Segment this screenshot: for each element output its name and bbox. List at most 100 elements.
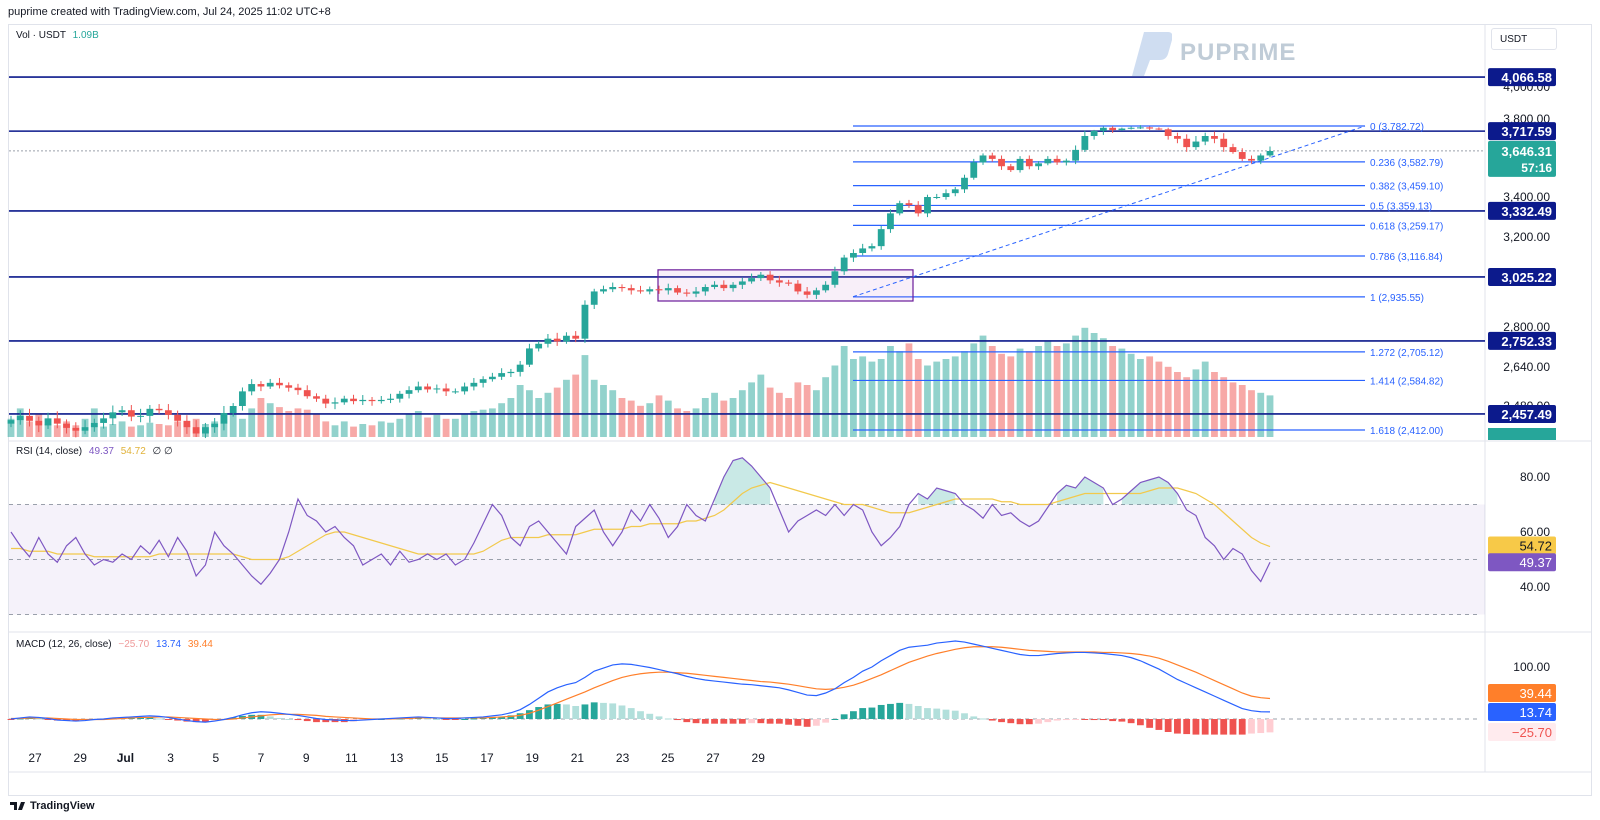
candle-body (7, 420, 15, 424)
volume-bar (174, 421, 182, 437)
macd-histogram-bar (970, 716, 978, 719)
rsi-ma-tag (1488, 536, 1556, 555)
macd-histogram-bar (674, 719, 681, 721)
currency-selector-button[interactable]: USDT (1491, 28, 1557, 50)
volume-bar (26, 421, 33, 437)
candle-body (229, 406, 237, 414)
macd-histogram-bar (998, 719, 1005, 723)
volume-bar (590, 379, 598, 437)
consolidation-box (657, 269, 914, 302)
volume-bar (294, 408, 302, 437)
macd-histogram-bar (229, 717, 237, 719)
candle-body (164, 410, 172, 415)
candle-body (729, 284, 737, 289)
candle-body (414, 386, 422, 391)
volume-legend[interactable]: Vol · USDT 1.09B (16, 30, 99, 41)
macd-histogram-bar (192, 719, 200, 723)
macd-line-tag-label: 13.74 (1519, 705, 1552, 720)
level-price-tag (1488, 122, 1556, 141)
level-price-tag (1488, 267, 1556, 286)
volume-bar (350, 426, 357, 437)
time-axis-label: 3 (167, 751, 174, 765)
macd-histogram-bar (794, 719, 802, 726)
candle-body (905, 203, 913, 206)
volume-bar (600, 385, 607, 437)
candle-body (35, 420, 43, 426)
macd-histogram-bar (7, 719, 15, 720)
candle-body (340, 398, 348, 403)
candle-body (100, 418, 107, 423)
volume-bar (313, 413, 320, 437)
volume-bar (331, 425, 339, 437)
macd-legend[interactable]: MACD (12, 26, close) −25.70 13.74 39.44 (16, 639, 213, 650)
price-tick-label: 3,200.00 (1503, 230, 1550, 244)
volume-bar (655, 395, 663, 437)
rsi-tick-label: 40.00 (1520, 580, 1550, 594)
level-price-label: 3,332.49 (1501, 204, 1552, 219)
candle-body (674, 288, 681, 293)
puprime-logo-icon (1132, 32, 1172, 76)
volume-bar (488, 408, 496, 437)
level-price-tag (1488, 404, 1556, 423)
candle-body (1127, 127, 1135, 129)
volume-bar (1146, 356, 1154, 437)
macd-signal-tag (1488, 684, 1556, 702)
tradingview-footer[interactable]: TradingView (10, 800, 95, 812)
candle-body (1035, 163, 1042, 167)
volume-bar (498, 403, 506, 437)
macd-histogram-bar (914, 706, 922, 719)
rsi-legend-extra: ∅ ∅ (152, 446, 173, 457)
volume-bar (1118, 348, 1126, 437)
candle-body (26, 415, 33, 421)
candle-body (192, 427, 200, 434)
candle-body (211, 423, 219, 428)
rsi-legend[interactable]: RSI (14, close) 49.37 54.72 ∅ ∅ (16, 446, 173, 457)
level-price-tag (1488, 201, 1556, 220)
macd-histogram-bar (1044, 719, 1052, 723)
macd-histogram-bar (850, 711, 857, 719)
time-axis-label: 17 (480, 751, 494, 765)
candle-body (276, 382, 283, 386)
macd-histogram-bar (461, 719, 469, 720)
level-price-label: 2,752.33 (1501, 334, 1552, 349)
candle-body (16, 415, 24, 421)
macd-tick-label: 100.00 (1513, 660, 1550, 674)
volume-bar (1072, 335, 1079, 437)
volume-bar (850, 359, 857, 437)
macd-histogram-bar (1266, 719, 1274, 733)
macd-histogram-bar (470, 718, 478, 720)
level-price-label: 4,066.58 (1501, 70, 1552, 85)
candle-body (748, 278, 755, 282)
candle-body (757, 274, 765, 279)
macd-histogram-bar (1016, 719, 1024, 725)
macd-histogram-bar (294, 719, 302, 721)
volume-bar (248, 408, 256, 437)
candle-body (202, 427, 209, 434)
macd-histogram-bar (785, 719, 793, 725)
macd-histogram-bar (896, 702, 904, 719)
macd-histogram-bar (1062, 719, 1070, 721)
volume-bar (581, 355, 589, 437)
candle-body (988, 155, 996, 159)
candle-body (1155, 128, 1163, 130)
rsi-tick-label: 80.00 (1520, 470, 1550, 484)
volume-bar (7, 418, 15, 437)
candle-body (692, 291, 700, 294)
volume-bar (933, 361, 941, 437)
candle-body (701, 287, 709, 292)
time-axis-label: 9 (303, 751, 310, 765)
macd-histogram-bar (887, 703, 894, 719)
volume-bar (868, 361, 876, 437)
candle-body (590, 291, 598, 305)
macd-legend-line: 13.74 (156, 639, 182, 650)
macd-histogram-bar (664, 718, 672, 720)
macd-histogram-bar (720, 719, 728, 724)
volume-bar (1127, 353, 1135, 437)
price-tick-label: 3,400.00 (1503, 190, 1550, 204)
volume-bar (1211, 372, 1218, 437)
volume-legend-name: Vol · USDT (16, 30, 66, 41)
candle-body (868, 246, 876, 249)
candle-body (331, 402, 339, 404)
macd-hist-tag-label: −25.70 (1512, 725, 1552, 740)
